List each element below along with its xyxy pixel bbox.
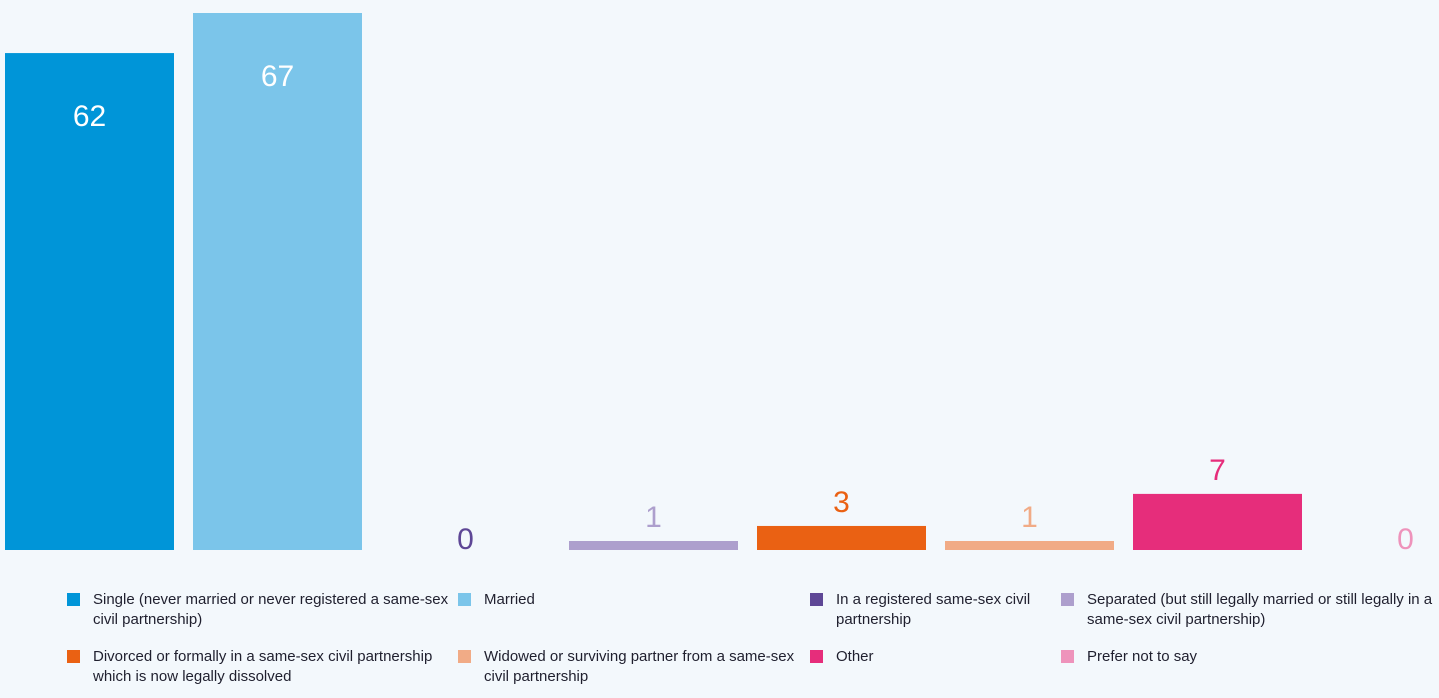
legend-label-separated: Separated (but still legally married or …: [1087, 591, 1433, 628]
legend-swatch-separated: [1061, 593, 1074, 606]
legend-item: Other: [810, 647, 1061, 687]
legend-label-single: Single (never married or never registere…: [93, 591, 449, 628]
legend-swatch-widowed: [458, 650, 471, 663]
legend-label-married: Married: [484, 591, 535, 608]
legend-label-other: Other: [836, 648, 874, 665]
bar: [569, 541, 738, 550]
legend-item: Prefer not to say: [1061, 647, 1439, 687]
data-label: 62: [73, 100, 106, 133]
data-label: 1: [645, 501, 662, 534]
bar: [193, 13, 362, 550]
legend-item: Single (never married or never registere…: [67, 590, 458, 630]
bar-chart: 62 67 0 1 3 1 7 0: [5, 13, 1414, 556]
data-label: 67: [261, 60, 294, 93]
bar: [5, 53, 174, 551]
legend-swatch-divorced: [67, 650, 80, 663]
bar: [757, 525, 926, 550]
data-label: 1: [1021, 501, 1038, 534]
legend-swatch-other: [810, 650, 823, 663]
legend-label-civil-partnership: In a registered same-sex civil partnersh…: [836, 591, 1031, 628]
legend-item: Divorced or formally in a same-sex civil…: [67, 647, 458, 687]
chart-legend: Single (never married or never registere…: [67, 590, 1439, 687]
legend-label-widowed: Widowed or surviving partner from a same…: [484, 648, 795, 685]
legend-label-divorced: Divorced or formally in a same-sex civil…: [93, 648, 433, 685]
legend-swatch-civil-partnership: [810, 593, 823, 606]
legend-swatch-married: [458, 593, 471, 606]
legend-item: Separated (but still legally married or …: [1061, 590, 1439, 630]
legend-item: Widowed or surviving partner from a same…: [458, 647, 810, 687]
bar: [1133, 493, 1302, 550]
legend-item: Married: [458, 590, 810, 630]
data-label: 0: [1397, 523, 1414, 556]
legend-label-prefer-not-to-say: Prefer not to say: [1087, 648, 1198, 665]
data-label: 7: [1209, 454, 1226, 487]
data-label: 0: [457, 523, 474, 556]
legend-item: In a registered same-sex civil partnersh…: [810, 590, 1061, 630]
bar: [945, 541, 1114, 550]
legend-swatch-prefer-not-to-say: [1061, 650, 1074, 663]
data-label: 3: [833, 486, 850, 519]
legend-swatch-single: [67, 593, 80, 606]
